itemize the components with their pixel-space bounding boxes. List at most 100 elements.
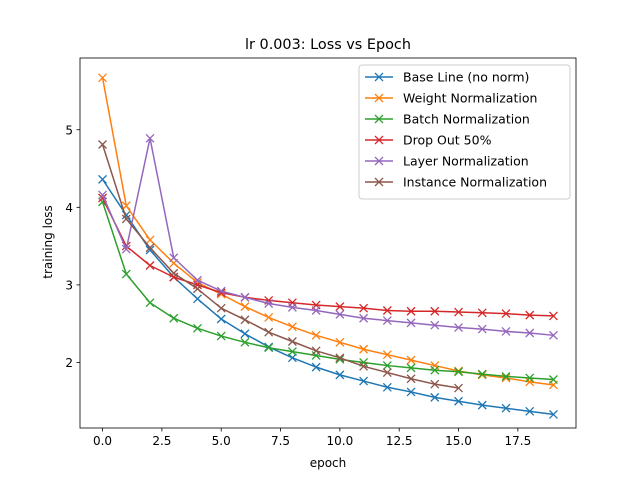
data-point <box>145 261 155 270</box>
data-point <box>477 400 487 410</box>
chart-title: lr 0.003: Loss vs Epoch <box>245 37 411 53</box>
data-point <box>501 373 511 383</box>
data-point <box>240 329 250 339</box>
data-point <box>525 373 535 383</box>
y-tick-label: 5 <box>65 123 73 137</box>
data-point <box>240 302 250 312</box>
series-lines <box>98 73 558 419</box>
data-point <box>145 298 155 308</box>
data-point <box>335 370 345 380</box>
data-point <box>335 302 345 312</box>
data-point <box>548 330 558 340</box>
data-point <box>193 275 202 285</box>
series-line <box>101 144 459 389</box>
x-tick-label: 10.0 <box>327 434 354 448</box>
series-5 <box>98 140 463 393</box>
x-tick-label: 7.5 <box>271 434 290 448</box>
data-point <box>287 347 297 357</box>
data-point <box>311 306 321 315</box>
data-point <box>216 331 226 341</box>
data-point <box>193 294 202 304</box>
data-point <box>359 313 369 323</box>
data-point <box>382 382 392 392</box>
data-point <box>145 235 155 245</box>
y-tick-label: 2 <box>65 356 73 370</box>
data-point <box>382 306 392 315</box>
legend-entry: Batch Normalization <box>365 112 530 127</box>
data-point <box>121 244 131 254</box>
x-tick-label: 2.5 <box>152 434 171 448</box>
data-point <box>335 337 345 347</box>
data-point <box>548 311 558 321</box>
legend-marker <box>374 93 384 103</box>
x-axis-label: epoch <box>310 456 347 470</box>
legend-entry: Instance Normalization <box>365 175 547 190</box>
data-point <box>382 361 392 371</box>
data-point <box>145 133 155 143</box>
data-point <box>525 406 535 416</box>
data-point <box>98 73 108 83</box>
data-point <box>406 355 416 365</box>
data-point <box>335 309 345 319</box>
data-point <box>240 292 250 302</box>
data-point <box>264 327 274 337</box>
data-point <box>430 392 440 402</box>
data-point <box>382 316 392 326</box>
data-point <box>193 284 202 294</box>
data-point <box>477 369 487 379</box>
data-point <box>548 409 558 419</box>
x-tick-label: 5.0 <box>212 434 231 448</box>
data-point <box>406 374 416 384</box>
legend-entry: Layer Normalization <box>365 154 529 169</box>
plot-area <box>79 57 577 429</box>
data-point <box>430 379 440 389</box>
data-point <box>311 330 321 340</box>
data-point <box>359 376 369 386</box>
data-point <box>454 396 463 406</box>
series-0 <box>98 174 558 419</box>
x-tick-label: 12.5 <box>386 434 413 448</box>
data-point <box>548 375 558 384</box>
legend-label: Layer Normalization <box>403 154 529 169</box>
legend-marker <box>374 177 384 187</box>
legend-label: Base Line (no norm) <box>403 70 529 85</box>
data-point <box>454 367 463 377</box>
data-point <box>311 346 321 356</box>
data-point <box>406 318 416 328</box>
data-point <box>98 174 108 184</box>
data-point <box>501 309 511 319</box>
data-point <box>287 337 297 346</box>
axis-ticks: 0.0 2.5 5.0 7.5 10.0 12.5 15.0 17.5 2 3 4 5 <box>65 123 531 448</box>
data-point <box>359 344 369 354</box>
data-point <box>98 140 108 149</box>
data-point <box>430 306 440 316</box>
data-point <box>169 313 179 323</box>
legend-marker <box>374 72 384 82</box>
data-point <box>382 368 392 377</box>
data-point <box>216 303 226 313</box>
axes-frame <box>79 57 577 429</box>
data-point <box>264 313 274 322</box>
legend-label: Batch Normalization <box>403 112 530 127</box>
data-point <box>501 326 511 336</box>
data-point <box>501 403 511 413</box>
series-line <box>101 201 554 381</box>
data-point <box>454 307 463 317</box>
legend-label: Instance Normalization <box>403 175 547 190</box>
data-point <box>121 214 131 224</box>
data-point <box>169 253 179 263</box>
legend-marker <box>374 156 384 166</box>
data-point <box>193 323 202 333</box>
x-tick-label: 17.5 <box>504 434 531 448</box>
data-point <box>216 314 226 324</box>
data-point <box>477 324 487 334</box>
series-2 <box>98 197 558 384</box>
legend-label: Weight Normalization <box>403 91 537 106</box>
data-point <box>145 245 155 255</box>
data-point <box>406 306 416 316</box>
data-point <box>264 299 274 308</box>
data-point <box>240 315 250 325</box>
data-point <box>287 322 297 332</box>
data-point <box>430 365 440 375</box>
